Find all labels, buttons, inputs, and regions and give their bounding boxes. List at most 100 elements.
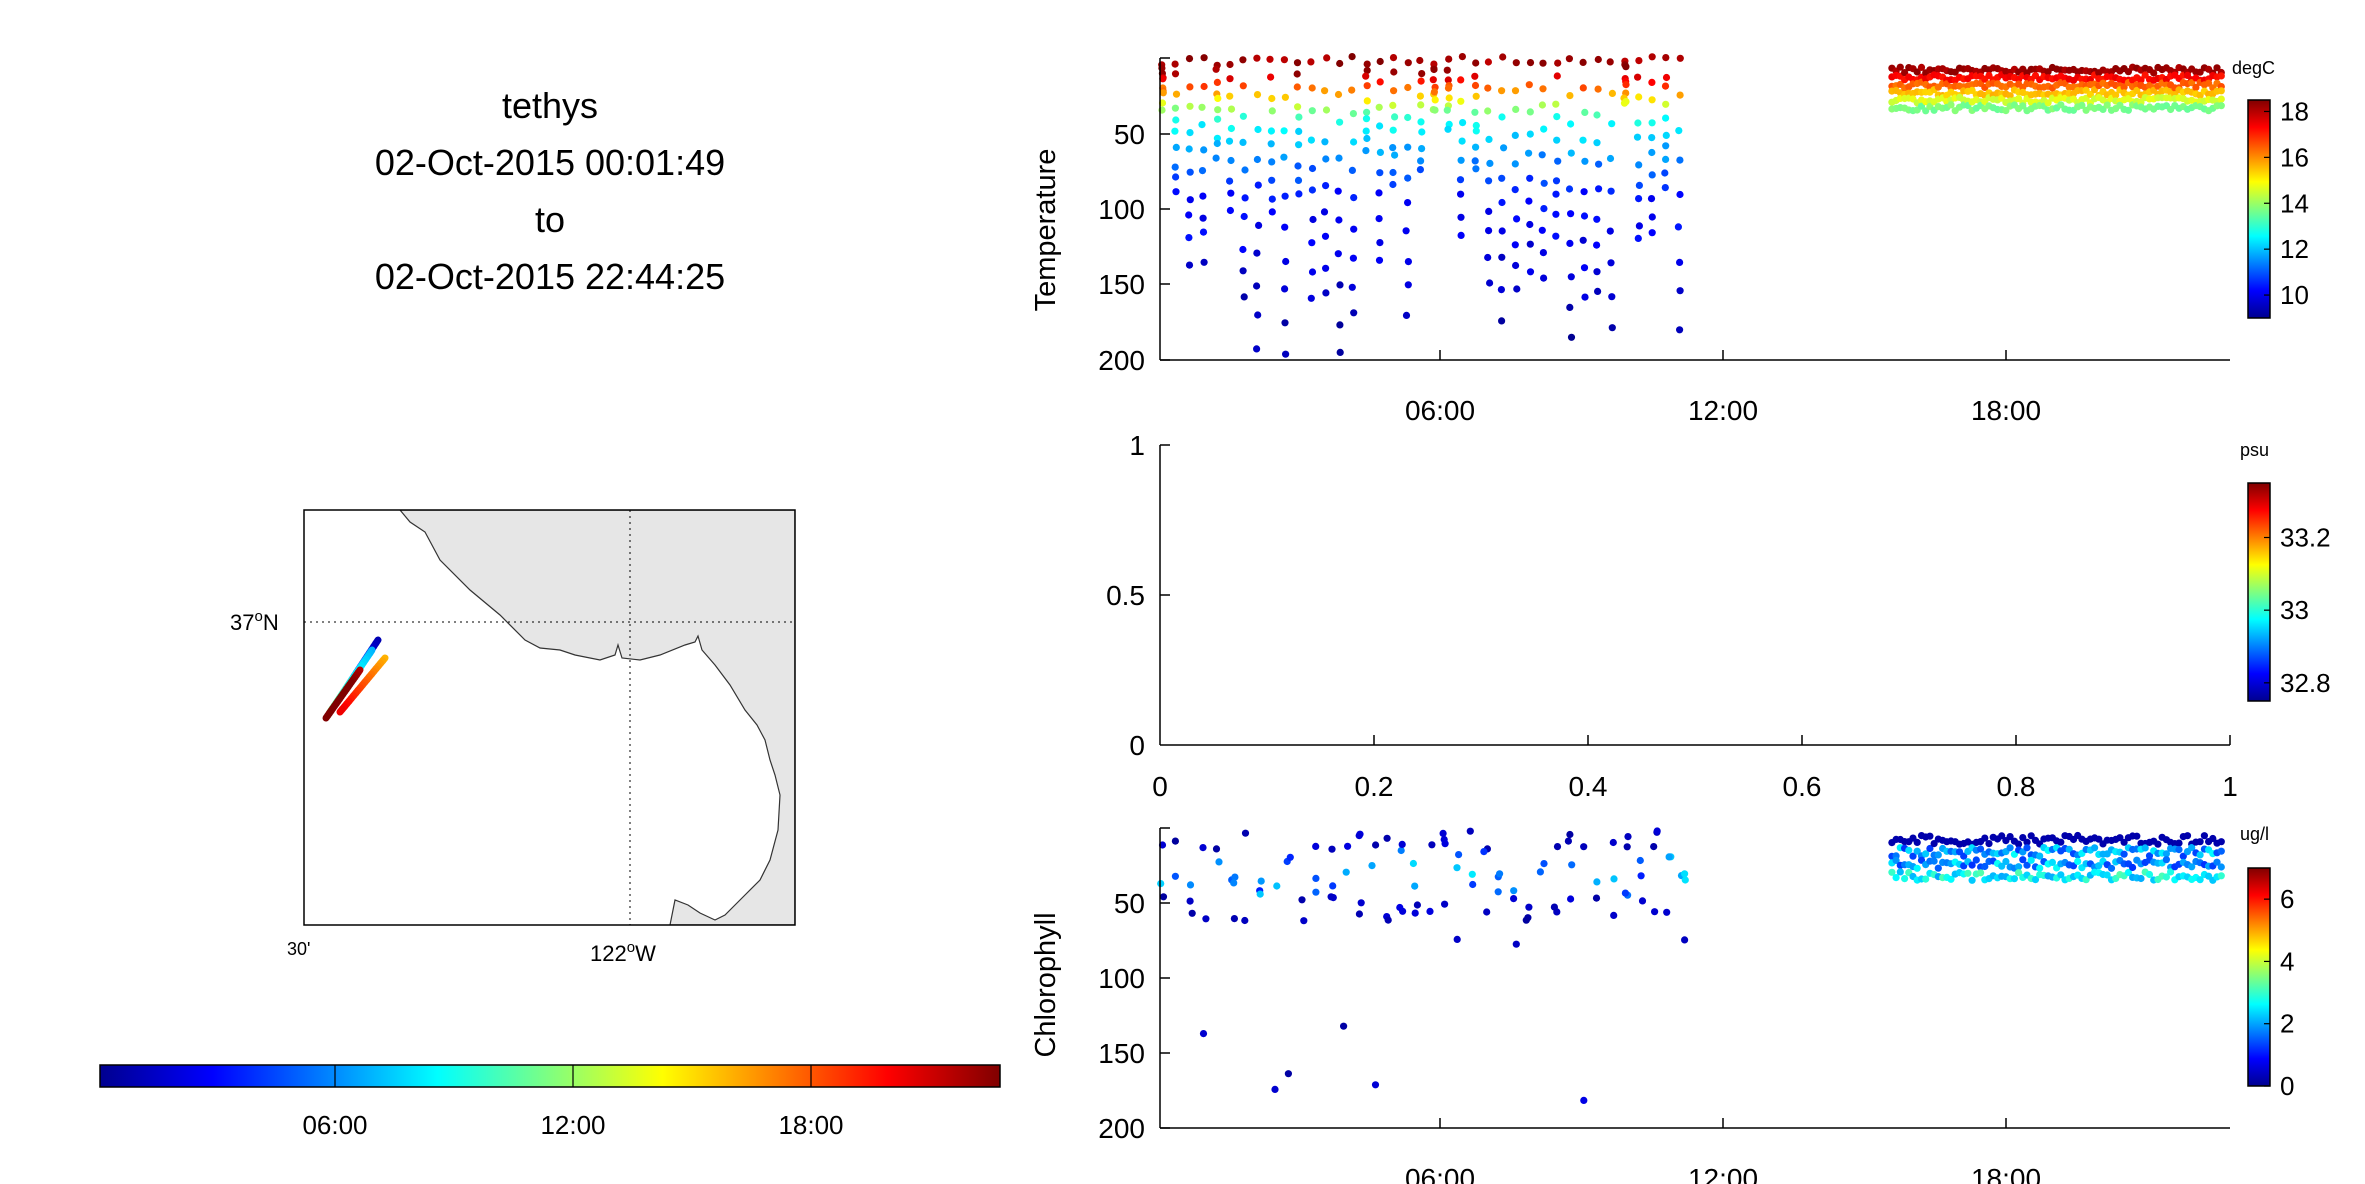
chlorophyll-point <box>2057 838 2065 846</box>
temperature-point <box>1241 194 1249 202</box>
temperature-point <box>1282 350 1290 358</box>
temperature-point <box>1308 84 1316 92</box>
temperature-point <box>2133 86 2141 95</box>
temperature-point <box>1486 159 1494 167</box>
chlorophyll-point <box>1896 868 1904 876</box>
temperature-point <box>1635 161 1643 169</box>
chlorophyll-point <box>2091 844 2099 852</box>
temperature-point <box>1595 185 1603 193</box>
chlorophyll-point <box>1947 875 1955 883</box>
temperature-point <box>1498 198 1506 207</box>
temperature-point <box>1253 282 1261 290</box>
temperature-point <box>1471 72 1479 80</box>
chlorophyll-point <box>2167 868 2175 876</box>
temperature-point <box>1363 97 1371 105</box>
temperature-point <box>1526 108 1534 116</box>
temperature-point <box>1309 215 1317 224</box>
temperature-point <box>1445 55 1453 63</box>
temperature-point <box>1348 86 1356 94</box>
temperature-point <box>1226 60 1234 69</box>
temperature-point <box>1308 239 1316 247</box>
temperature-point <box>1375 189 1383 197</box>
temperature-point <box>1511 87 1520 95</box>
chlorophyll-point <box>2095 835 2103 843</box>
chlorophyll-point <box>1926 844 1934 853</box>
chlorophyll-point <box>1202 915 1210 923</box>
temperature-point <box>1430 88 1438 96</box>
chlorophyll-point <box>2183 832 2192 840</box>
temperature-point <box>1662 54 1670 62</box>
temperature-point <box>2150 69 2158 77</box>
chlorophyll-point <box>1327 893 1335 901</box>
temperature-point <box>1486 279 1494 287</box>
temperature-point <box>1471 108 1479 116</box>
chlorophyll-point <box>2015 863 2023 871</box>
temperature-point <box>1185 55 1194 63</box>
temperature-point <box>1472 143 1480 151</box>
temperature-point <box>1457 190 1465 198</box>
temperature-point <box>1579 84 1587 92</box>
temperature-point <box>1254 125 1262 134</box>
temperature-point <box>1456 176 1465 184</box>
temperature-point <box>1513 285 1521 293</box>
chlorophyll-point <box>1494 888 1502 896</box>
salinity-panel: 1 0.5 0 0 0.2 0.4 0.6 0.8 1 psu 32.8 33 33… <box>1106 430 2331 802</box>
sal-colorbar-ticks: 32.8 33 33.2 <box>2264 523 2331 698</box>
temperature-point <box>1554 157 1562 165</box>
chlorophyll-point <box>1650 843 1658 851</box>
temperature-point <box>1171 70 1180 78</box>
temperature-point <box>1498 174 1506 182</box>
temperature-point <box>1526 130 1534 138</box>
temperature-point <box>1350 309 1358 317</box>
chlorophyll-point <box>1568 861 1576 869</box>
temperature-point <box>1498 113 1506 121</box>
temperature-point <box>1239 56 1247 64</box>
chl-colorbar <box>2247 867 2271 1087</box>
chlorophyll-point <box>1256 890 1264 898</box>
chlorophyll-point <box>1998 832 2006 840</box>
chlorophyll-point <box>1171 872 1179 880</box>
chlorophyll-point <box>1926 832 1934 840</box>
temperature-point <box>1239 267 1247 275</box>
temperature-point <box>2103 101 2111 109</box>
chlorophyll-point <box>1398 840 1406 849</box>
colorbar-tick-label: 0 <box>2280 1071 2294 1101</box>
temperature-point <box>1212 65 1220 73</box>
temperature-point <box>1334 187 1342 195</box>
temperature-point <box>2217 87 2225 95</box>
temperature-point <box>1608 293 1616 301</box>
temperature-point <box>1581 108 1589 116</box>
chlorophyll-point <box>1212 845 1221 853</box>
temperature-point <box>1376 239 1384 247</box>
temperature-point <box>1253 91 1262 99</box>
temperature-point <box>1389 54 1398 62</box>
temperature-point <box>1417 118 1425 126</box>
temperature-point <box>1185 234 1193 242</box>
chl-colorbar-ticks: 0 2 4 6 <box>2264 884 2294 1101</box>
chlorophyll-point <box>1409 859 1417 868</box>
temperature-point <box>1538 226 1546 234</box>
temperature-point <box>1281 319 1289 327</box>
chlorophyll-point <box>1453 864 1461 872</box>
chlorophyll-point <box>1383 834 1391 842</box>
temperature-point <box>1662 100 1670 108</box>
temperature-point <box>1350 225 1358 233</box>
temperature-point <box>1322 106 1331 114</box>
temperature-point <box>1511 131 1519 139</box>
temperature-point <box>1595 160 1603 168</box>
temperature-point <box>1404 199 1412 207</box>
temperature-point <box>1472 165 1480 173</box>
chlorophyll-point <box>1681 876 1689 884</box>
temperature-point <box>1294 103 1302 111</box>
temperature-point <box>1552 190 1560 198</box>
chlorophyll-point <box>1636 856 1644 865</box>
temperature-point <box>1594 85 1602 93</box>
chlorophyll-point <box>2023 838 2031 846</box>
temperature-point <box>1429 76 1437 84</box>
chlorophyll-point <box>2048 858 2056 867</box>
temperature-point <box>1416 166 1424 174</box>
temperature-point <box>1281 223 1289 231</box>
temperature-point <box>1295 127 1303 135</box>
temperature-point <box>1336 281 1344 289</box>
temperature-point <box>1593 268 1601 276</box>
